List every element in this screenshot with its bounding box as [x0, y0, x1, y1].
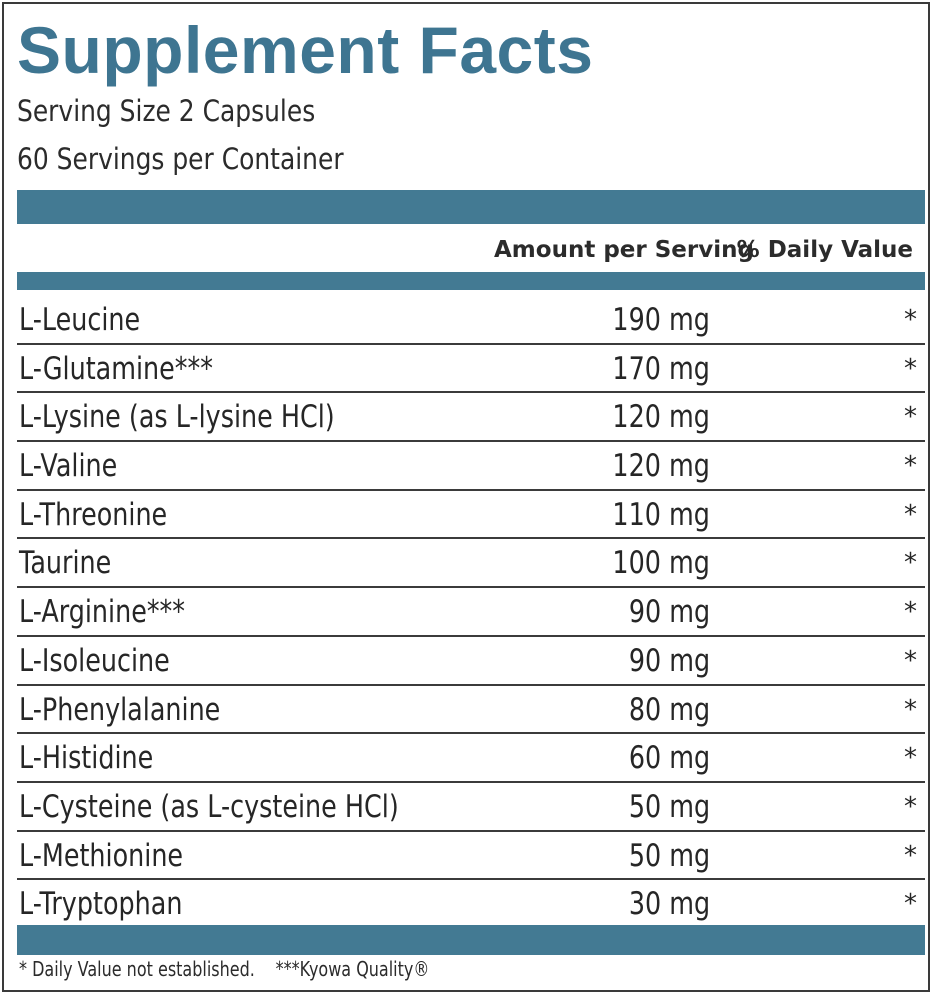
ingredient-amount: 190 mg — [612, 302, 710, 338]
ingredient-row: L-Valine 120 mg * — [17, 442, 925, 491]
ingredient-row: L-Cysteine (as L-cysteine HCl) 50 mg * — [17, 783, 925, 832]
ingredient-name: L-Methionine — [19, 837, 184, 874]
ingredient-daily-value: * — [904, 548, 917, 579]
ingredient-amount: 90 mg — [628, 642, 710, 679]
ingredient-daily-value: * — [904, 597, 917, 628]
daily-value-footnote: * Daily Value not established. — [19, 957, 255, 981]
ingredient-daily-value: * — [904, 743, 917, 774]
ingredient-amount: 120 mg — [612, 399, 710, 436]
ingredient-row: L-Glutamine*** 170 mg * — [17, 345, 925, 394]
thick-divider-bar — [17, 190, 925, 224]
daily-value-header: % Daily Value — [736, 237, 913, 263]
ingredient-row: L-Tryptophan 30 mg * — [17, 880, 925, 929]
ingredient-amount: 170 mg — [612, 350, 710, 387]
ingredient-amount: 30 mg — [628, 886, 710, 923]
ingredient-name: L-Histidine — [19, 740, 154, 777]
ingredient-table: L-Leucine 190 mg * L-Glutamine*** 170 mg * L-L… — [17, 296, 925, 929]
servings-per-container: 60 Servings per Container — [17, 142, 344, 176]
ingredient-amount: 50 mg — [628, 788, 710, 825]
ingredient-daily-value: * — [904, 840, 917, 871]
amount-per-serving-header: Amount per Serving — [494, 237, 754, 263]
footnote: * Daily Value not established. ***Kyowa Q… — [19, 957, 429, 981]
ingredient-row: L-Methionine 50 mg * — [17, 832, 925, 881]
serving-size: Serving Size 2 Capsules — [17, 94, 316, 128]
ingredient-name: L-Cysteine (as L-cysteine HCl) — [19, 788, 399, 825]
ingredient-daily-value: * — [904, 305, 917, 335]
ingredient-name: L-Threonine — [19, 496, 168, 533]
ingredient-daily-value: * — [904, 451, 917, 482]
header-divider-bar — [17, 272, 925, 290]
ingredient-row: L-Isoleucine 90 mg * — [17, 637, 925, 686]
ingredient-daily-value: * — [904, 353, 917, 384]
ingredient-amount: 80 mg — [628, 691, 710, 728]
ingredient-row: L-Arginine*** 90 mg * — [17, 588, 925, 637]
ingredient-row: L-Lysine (as L-lysine HCl) 120 mg * — [17, 393, 925, 443]
ingredient-row: L-Histidine 60 mg * — [17, 734, 925, 783]
ingredient-row: Taurine 100 mg * — [17, 539, 925, 589]
ingredient-amount: 110 mg — [612, 496, 710, 533]
ingredient-daily-value: * — [904, 791, 917, 822]
kyowa-quality-footnote: ***Kyowa Quality® — [275, 957, 430, 981]
ingredient-name: L-Lysine (as L-lysine HCl) — [19, 399, 335, 436]
ingredient-name: L-Valine — [19, 448, 118, 485]
supplement-facts-panel: Supplement Facts Serving Size 2 Capsules… — [2, 2, 930, 992]
ingredient-daily-value: * — [904, 694, 917, 725]
ingredient-amount: 120 mg — [612, 448, 710, 485]
bottom-divider-bar — [17, 925, 925, 955]
ingredient-daily-value: * — [904, 645, 917, 676]
ingredient-daily-value: * — [904, 889, 917, 920]
ingredient-name: L-Arginine*** — [19, 594, 185, 631]
ingredient-amount: 60 mg — [628, 740, 710, 777]
ingredient-name: Taurine — [19, 545, 112, 582]
ingredient-daily-value: * — [904, 402, 917, 433]
ingredient-name: L-Phenylalanine — [19, 691, 221, 728]
ingredient-amount: 50 mg — [628, 837, 710, 874]
ingredient-amount: 90 mg — [628, 594, 710, 631]
ingredient-name: L-Leucine — [19, 302, 141, 338]
ingredient-name: L-Isoleucine — [19, 642, 170, 679]
ingredient-amount: 100 mg — [612, 545, 710, 582]
panel-title: Supplement Facts — [17, 13, 594, 87]
ingredient-row: L-Leucine 190 mg * — [17, 296, 925, 345]
ingredient-row: L-Threonine 110 mg * — [17, 491, 925, 540]
ingredient-name: L-Glutamine*** — [19, 350, 213, 387]
ingredient-name: L-Tryptophan — [19, 886, 183, 923]
ingredient-daily-value: * — [904, 499, 917, 530]
ingredient-row: L-Phenylalanine 80 mg * — [17, 686, 925, 735]
